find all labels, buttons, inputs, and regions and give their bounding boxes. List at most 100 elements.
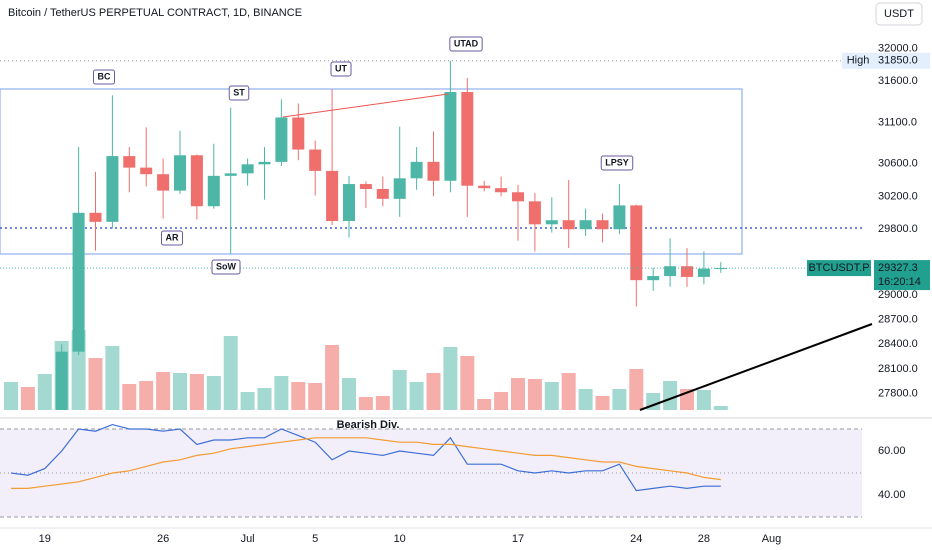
- volume-bar: [358, 397, 373, 410]
- x-tick-label: 28: [698, 533, 710, 545]
- volume-bar: [612, 389, 627, 410]
- candle-body: [596, 220, 609, 230]
- candle-body: [275, 117, 288, 162]
- candle-body: [393, 178, 406, 199]
- candle-body: [258, 161, 271, 165]
- y-tick-label: 29800.0: [878, 223, 918, 235]
- trend-line: [282, 93, 449, 118]
- high-name: High: [847, 55, 870, 67]
- candle-body: [681, 266, 693, 277]
- x-tick-label: 10: [394, 533, 406, 545]
- annotation-label: ST: [233, 87, 245, 97]
- volume-bar: [544, 382, 559, 410]
- candle-body: [664, 266, 677, 277]
- high-tag: [842, 52, 874, 69]
- annotation-box: [93, 69, 115, 85]
- y-tick-label: 31100.0: [878, 116, 917, 128]
- annotation-label: LPSY: [605, 157, 629, 167]
- volume-bar: [37, 374, 52, 410]
- volume-bar: [443, 347, 458, 410]
- annotation-box: [161, 230, 183, 246]
- x-tick-label: 26: [157, 533, 169, 545]
- candle-body: [157, 174, 170, 191]
- candle-body: [55, 351, 68, 410]
- symbol-label: BTCUSDT.P: [808, 262, 869, 274]
- candle-body: [72, 212, 85, 352]
- currency-button[interactable]: [875, 2, 923, 26]
- volume-bar: [88, 358, 103, 410]
- price-tag: [874, 260, 930, 291]
- candle-body: [309, 149, 322, 171]
- annotation-box: [600, 155, 634, 171]
- y-tick-label: 27800.0: [878, 387, 918, 399]
- volume-bar: [460, 356, 475, 410]
- volume-bar: [409, 382, 424, 410]
- volume-bar: [375, 396, 390, 410]
- candle-body: [359, 184, 372, 189]
- volume-bar: [342, 378, 356, 410]
- candle-body: [89, 212, 102, 222]
- chart-title: Bitcoin / TetherUS PERPETUAL CONTRACT, 1…: [8, 7, 302, 19]
- candle-body: [613, 205, 626, 230]
- candle-body: [123, 156, 136, 168]
- volume-bar: [325, 345, 340, 410]
- candle-body: [326, 170, 339, 222]
- y-tick-label: 28700.0: [878, 314, 918, 326]
- volume-bar: [511, 378, 525, 410]
- candle-body: [106, 156, 119, 222]
- candle-body: [224, 173, 237, 176]
- candle-body: [343, 184, 355, 222]
- range-box: [0, 88, 743, 255]
- volume-bar: [156, 372, 171, 410]
- candle-body: [174, 155, 186, 191]
- high-value: 31850.0: [878, 55, 918, 67]
- candle-body: [630, 205, 643, 281]
- candle-body: [579, 220, 592, 230]
- annotation-label: AR: [166, 232, 179, 242]
- volume-bar: [426, 373, 441, 410]
- volume-bar: [291, 382, 306, 410]
- x-tick-label: Jul: [241, 533, 255, 545]
- candle-body: [140, 167, 153, 175]
- trend-line: [639, 323, 873, 411]
- volume-bar: [105, 346, 120, 410]
- candle-body: [528, 201, 541, 225]
- y-tick-label: 28100.0: [878, 363, 918, 375]
- volume-bar: [122, 384, 137, 410]
- volume-bar: [629, 369, 644, 410]
- candle-body: [444, 92, 457, 181]
- volume-bar: [139, 381, 154, 410]
- volume-bar: [4, 382, 18, 410]
- x-tick-label: 17: [512, 533, 524, 545]
- high-value-tag: [874, 52, 930, 69]
- volume-bar: [494, 392, 509, 410]
- x-tick-label: 24: [630, 533, 642, 545]
- annotation-box: [330, 61, 352, 77]
- y-tick-label: 31600.0: [878, 75, 918, 87]
- last-price: 29327.3: [878, 262, 918, 274]
- price-pane: [0, 60, 862, 410]
- volume-bar: [240, 392, 255, 410]
- annotation-label: BC: [98, 71, 111, 81]
- volume-bar: [663, 381, 678, 410]
- volume-bar: [477, 399, 492, 410]
- y-tick-label: 30200.0: [878, 190, 918, 202]
- candle-body: [647, 276, 660, 281]
- rsi-line: [11, 437, 721, 489]
- annotation-box: [211, 259, 241, 275]
- x-tick-label: 19: [39, 533, 51, 545]
- annotation-label: UTAD: [454, 38, 479, 48]
- currency-label[interactable]: USDT: [884, 8, 914, 20]
- candle-body: [545, 220, 558, 225]
- y-tick-label: 28400.0: [878, 338, 918, 350]
- volume-bar: [308, 383, 323, 410]
- volume-bar: [595, 396, 610, 410]
- candle-body: [512, 192, 524, 202]
- volume-bar: [173, 373, 187, 410]
- volume-bar: [257, 388, 272, 410]
- volume-bar: [578, 389, 593, 410]
- candle-body: [478, 185, 491, 189]
- rsi-line: [10, 423, 721, 492]
- y-tick-label: 29000.0: [878, 289, 918, 301]
